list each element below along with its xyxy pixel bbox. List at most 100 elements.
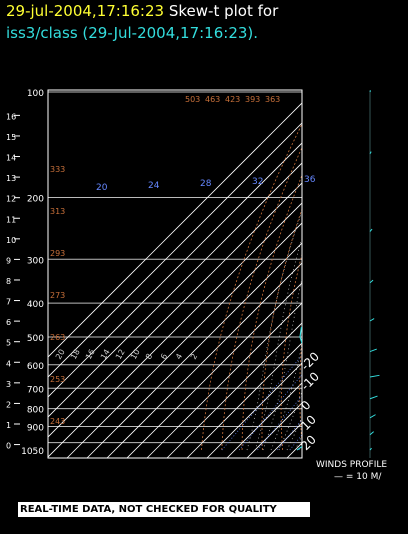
- wind-barb: [369, 395, 378, 400]
- dry-adiabat-label: 313: [50, 207, 65, 216]
- dry-adiabat: [335, 92, 391, 450]
- isotherm-line: [146, 302, 302, 458]
- isotherm-line: [48, 122, 302, 378]
- winds-scale-label: — = 10 M/: [334, 472, 382, 482]
- moist-adiabat: [303, 198, 400, 451]
- mixing-ratio-label: 28: [200, 179, 212, 189]
- moist-adiabat: [246, 210, 302, 451]
- isotherm-line: [367, 90, 408, 458]
- moist-adiabat-label: 2: [189, 352, 199, 361]
- pressure-tick-label: 1050: [21, 447, 44, 457]
- dry-adiabat-label: 333: [50, 165, 65, 174]
- altitude-tick-label: 1: [6, 421, 11, 430]
- dry-adiabat-label: 423: [225, 95, 240, 104]
- altitude-tick-label: 11: [6, 215, 16, 224]
- isotherm-line: [307, 90, 408, 458]
- altitude-tick-label: 3: [6, 380, 11, 389]
- temperature-trace: [317, 92, 408, 450]
- isotherm-line: [48, 202, 302, 458]
- dry-adiabat-label: 293: [50, 249, 65, 258]
- isotherm-line: [206, 362, 302, 458]
- dry-adiabat: [201, 123, 302, 451]
- altitude-tick-label: 10: [6, 236, 16, 245]
- altitude-tick-label: 14: [6, 154, 16, 163]
- station-subtitle: iss3/class (29-Jul-2004,17:16:23).: [6, 24, 259, 42]
- pressure-tick-label: 800: [27, 406, 44, 416]
- mixing-ratio-line: [277, 418, 302, 451]
- dry-adiabat-label: 273: [50, 291, 65, 300]
- mixing-ratio-label: 32: [252, 177, 263, 187]
- wind-barb: [369, 414, 376, 419]
- moist-adiabat: [319, 198, 408, 451]
- mixing-ratio-line: [326, 303, 408, 450]
- wind-barb: [369, 447, 372, 451]
- wind-barb: [369, 228, 373, 232]
- dry-adiabat-label: 243: [50, 417, 65, 426]
- isotherm-line: [48, 102, 302, 358]
- moist-adiabat: [270, 341, 302, 451]
- moist-adiabat-label: 4: [174, 352, 184, 361]
- datetime-label: 29-jul-2004,17:16:23: [6, 2, 165, 20]
- pressure-tick-label: 400: [27, 300, 44, 310]
- isotherm-line: [106, 262, 302, 458]
- wind-barb: [369, 318, 375, 322]
- dry-adiabat: [384, 92, 408, 450]
- moist-adiabat: [286, 416, 302, 451]
- isotherm-line: [186, 342, 302, 458]
- pressure-tick-label: 100: [27, 89, 44, 99]
- pressure-tick-label: 300: [27, 256, 44, 266]
- dewpoint-trace: [296, 326, 302, 451]
- winds-profile-label: WINDS PROFILE: [316, 460, 388, 470]
- altitude-tick-label: 12: [6, 195, 16, 204]
- wind-barb: [369, 348, 377, 353]
- quality-banner: REAL-TIME DATA, NOT CHECKED FOR QUALITY: [18, 502, 310, 517]
- altitude-tick-label: 15: [6, 133, 16, 142]
- moist-adiabat-label: 8: [144, 352, 154, 361]
- dry-adiabat: [399, 92, 408, 450]
- wind-barb: [369, 279, 374, 284]
- mixing-ratio-label: 24: [148, 181, 160, 191]
- isotherm-line: [226, 382, 302, 458]
- mixing-ratio-line: [317, 303, 408, 450]
- mixing-ratio-line: [306, 303, 408, 450]
- altitude-tick-label: 5: [6, 339, 11, 348]
- title-line: 29-jul-2004,17:16:23 Skew-t plot for: [6, 2, 278, 20]
- wind-barb: [369, 374, 380, 378]
- moist-adiabat-label: 16: [84, 348, 97, 361]
- moist-adiabat-label: 20: [54, 348, 67, 361]
- isotherm-line: [327, 90, 408, 458]
- moist-adiabat-label: 10: [129, 348, 142, 361]
- isotherm-line: [48, 182, 302, 438]
- moist-adiabat: [335, 198, 408, 451]
- isotherm-line: [347, 90, 408, 458]
- dry-adiabat: [221, 146, 302, 451]
- isotherm-line: [66, 222, 302, 458]
- moist-adiabat: [327, 198, 408, 451]
- dry-adiabat-label: 363: [265, 95, 280, 104]
- isotherm-line: [166, 322, 302, 458]
- isotherm-line: [266, 422, 302, 458]
- isotherm-line: [48, 162, 302, 418]
- pressure-tick-label: 200: [27, 195, 44, 205]
- mixing-ratio-label: 20: [96, 183, 108, 193]
- dry-adiabat-label: 393: [245, 95, 260, 104]
- dry-adiabat: [280, 252, 302, 451]
- dry-adiabat-label: 503: [185, 95, 200, 104]
- altitude-tick-label: 13: [6, 174, 16, 183]
- wind-barb: [369, 431, 374, 436]
- isotherm-line: [86, 242, 302, 458]
- pressure-tick-label: 500: [27, 334, 44, 344]
- dry-adiabat: [368, 92, 408, 450]
- moist-adiabat-label: 14: [99, 348, 112, 361]
- dry-adiabat: [299, 336, 302, 446]
- dry-adiabat: [318, 92, 381, 450]
- moist-adiabat-label: 18: [69, 348, 82, 361]
- wind-barb: [369, 90, 372, 93]
- right-temp-label: 0: [298, 398, 313, 413]
- dry-adiabat-label: 253: [50, 375, 65, 384]
- moist-adiabat: [278, 390, 302, 451]
- dry-adiabat: [261, 207, 302, 451]
- mixing-ratio-line: [257, 395, 302, 451]
- altitude-tick-label: 7: [6, 298, 11, 307]
